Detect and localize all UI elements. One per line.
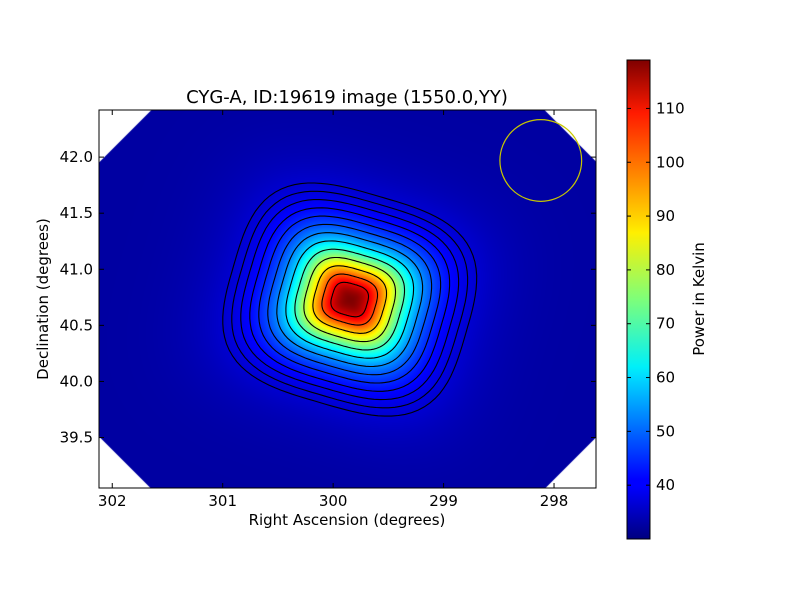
x-tick-label: 301	[208, 492, 237, 510]
colorbar-gradient	[626, 59, 651, 540]
colorbar-ticks: 40 50 60 70 80 90 100 110	[627, 99, 685, 494]
contour-line	[321, 273, 379, 326]
x-axis: 302 301 300 299 298	[98, 110, 568, 510]
y-tick-label: 41.5	[60, 204, 93, 222]
contour-line	[222, 182, 478, 417]
colorbar: 40 50 60 70 80 90 100 110 Power in Kelvin	[626, 59, 708, 540]
y-tick-label: 41.0	[60, 260, 93, 278]
contour-line	[330, 281, 370, 318]
contour-line	[231, 190, 469, 409]
contour-lines	[222, 182, 478, 417]
contour-line	[249, 207, 451, 392]
y-axis: 39.5 40.0 40.5 41.0 41.5 42.0	[60, 148, 596, 447]
heatmap-image	[99, 110, 596, 488]
colorbar-tick-label: 100	[656, 153, 685, 171]
colorbar-tick-label: 70	[656, 315, 675, 333]
y-tick-label: 40.5	[60, 316, 93, 334]
contour-line	[303, 256, 397, 343]
x-tick-label: 298	[540, 492, 569, 510]
chart-title: CYG-A, ID:19619 image (1550.0,YY)	[186, 87, 508, 108]
y-axis-label: Declination (degrees)	[34, 218, 52, 380]
colorbar-label: Power in Kelvin	[690, 242, 708, 356]
contour-line	[285, 240, 415, 359]
beam-circle	[499, 119, 583, 202]
contour-line	[312, 265, 388, 334]
y-tick-label: 40.0	[60, 372, 93, 390]
plot-area: 302 301 300 299 298 39.5 40.0 40.5 41.0 41.5 42.0	[60, 109, 597, 510]
colorbar-tick-label: 80	[656, 261, 675, 279]
plot-frame	[98, 109, 597, 489]
colorbar-tick-label: 50	[656, 422, 675, 440]
y-tick-label: 39.5	[60, 429, 93, 447]
contour-line	[276, 232, 424, 368]
y-tick-label: 42.0	[60, 148, 93, 166]
x-tick-label: 299	[429, 492, 458, 510]
x-tick-label: 300	[319, 492, 348, 510]
x-tick-label: 302	[98, 492, 127, 510]
x-axis-label: Right Ascension (degrees)	[249, 511, 446, 529]
contour-line	[258, 215, 442, 384]
colorbar-tick-label: 90	[656, 207, 675, 225]
colorbar-tick-label: 60	[656, 369, 675, 387]
contour-line	[267, 223, 433, 376]
contour-line	[294, 248, 406, 351]
colorbar-tick-label: 40	[656, 476, 675, 494]
colorbar-tick-label: 110	[656, 99, 685, 117]
contour-line	[240, 199, 460, 401]
